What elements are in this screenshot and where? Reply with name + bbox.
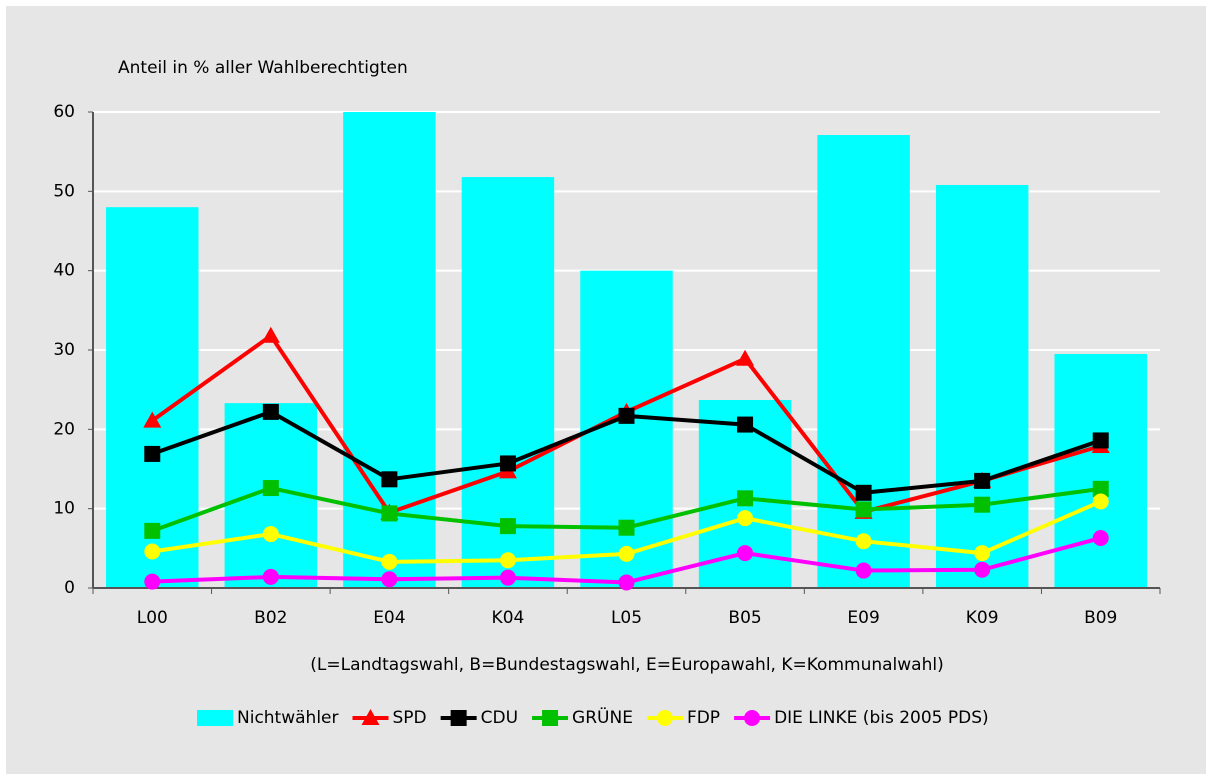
point-marker <box>855 501 872 518</box>
point-marker <box>974 561 991 578</box>
point-marker <box>737 490 754 507</box>
x-tick-label: B02 <box>254 608 287 628</box>
point-marker <box>1092 530 1109 547</box>
point-marker <box>736 349 755 366</box>
y-tick-label: 20 <box>53 419 75 439</box>
y-tick-label: 0 <box>64 578 75 598</box>
point-marker <box>499 518 516 535</box>
x-tick-label: B09 <box>1084 608 1117 628</box>
bar <box>935 184 1029 588</box>
point-marker <box>1092 480 1109 497</box>
bar <box>817 135 910 589</box>
legend-label: DIE LINKE (bis 2005 PDS) <box>774 708 989 728</box>
x-tick-label: E04 <box>373 608 405 628</box>
legend-label: FDP <box>687 708 720 728</box>
point-marker <box>737 416 754 433</box>
y-tick-label: 10 <box>53 499 75 519</box>
point-marker <box>499 552 516 569</box>
point-marker <box>737 545 754 562</box>
point-marker <box>618 407 635 424</box>
point-marker <box>144 543 161 560</box>
point-marker <box>262 526 279 543</box>
point-marker <box>144 522 161 539</box>
point-marker <box>1092 493 1109 510</box>
point-marker <box>143 411 162 428</box>
point-marker <box>381 505 398 522</box>
legend-label: Nichtwähler <box>237 708 339 728</box>
point-marker <box>381 571 398 588</box>
x-tick-label: L00 <box>137 608 168 628</box>
point-marker <box>144 573 161 590</box>
legend-marker <box>361 709 380 725</box>
legend-marker <box>450 710 467 726</box>
legend-label: SPD <box>393 708 427 728</box>
point-marker <box>974 472 991 489</box>
point-marker <box>855 533 872 550</box>
point-marker <box>499 455 516 472</box>
y-tick-label: 60 <box>53 102 75 122</box>
point-marker <box>262 480 279 497</box>
point-marker <box>499 569 516 586</box>
point-marker <box>974 496 991 513</box>
x-tick-label: K04 <box>492 608 525 628</box>
x-note: (L=Landtagswahl, B=Bundestagswahl, E=Eur… <box>310 655 943 675</box>
point-marker <box>144 445 161 462</box>
point-marker <box>261 326 280 343</box>
legend-swatch <box>197 710 233 726</box>
point-marker <box>262 568 279 585</box>
x-tick-label: B05 <box>728 608 761 628</box>
point-marker <box>855 562 872 579</box>
point-marker <box>1092 432 1109 449</box>
point-marker <box>618 545 635 562</box>
y-tick-label: 40 <box>53 261 75 281</box>
point-marker <box>855 484 872 501</box>
y-tick-label: 30 <box>53 340 75 360</box>
y-axis-label: Anteil in % aller Wahlberechtigten <box>118 58 408 78</box>
point-marker <box>262 403 279 420</box>
point-marker <box>381 553 398 570</box>
legend-label: CDU <box>481 708 518 728</box>
x-tick-label: L05 <box>611 608 642 628</box>
y-tick-label: 50 <box>53 181 75 201</box>
point-marker <box>618 519 635 536</box>
legend-label: GRÜNE <box>572 706 633 728</box>
bar <box>1054 353 1147 588</box>
legend-marker <box>744 710 761 726</box>
point-marker <box>381 471 398 488</box>
legend-marker <box>656 710 673 726</box>
point-marker <box>974 545 991 562</box>
x-tick-label: E09 <box>847 608 879 628</box>
legend-marker <box>542 710 559 726</box>
x-tick-label: K09 <box>966 608 999 628</box>
point-marker <box>618 574 635 591</box>
point-marker <box>737 510 754 527</box>
